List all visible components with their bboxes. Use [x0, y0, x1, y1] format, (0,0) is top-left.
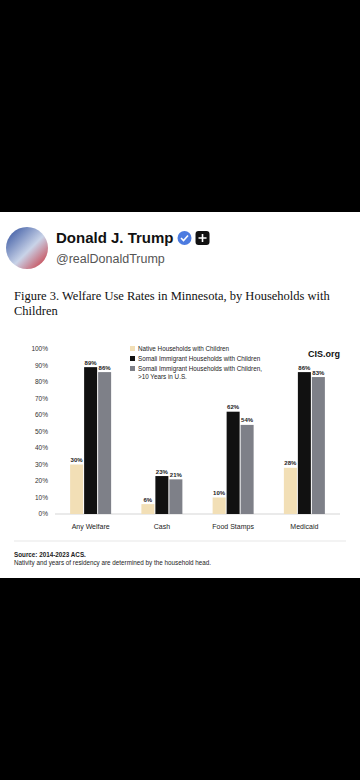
chart-title: Figure 3. Welfare Use Rates in Minnesota…: [14, 289, 330, 318]
background: [0, 0, 360, 780]
bar: [169, 479, 182, 514]
data-label: 23%: [156, 469, 169, 475]
data-label: 62%: [227, 404, 240, 410]
watermark: CIS.org: [308, 349, 340, 359]
text-line: Children: [14, 304, 58, 318]
y-tick: [52, 514, 55, 515]
verified-badge: [178, 231, 192, 245]
y-tick-label: 100%: [31, 345, 48, 352]
y-tick: [52, 448, 55, 449]
legend-label: Native Households with Children: [138, 345, 229, 352]
bar: [84, 367, 97, 514]
data-label: 83%: [312, 370, 325, 376]
avatar: [6, 227, 48, 269]
y-tick: [52, 349, 55, 350]
y-tick: [52, 415, 55, 416]
bar: [155, 476, 168, 514]
y-tick-label: 30%: [35, 461, 48, 468]
legend-swatch: [130, 346, 135, 351]
x-tick-label: Any Welfare: [72, 523, 110, 531]
y-tick-label: 90%: [35, 362, 48, 369]
data-label: 54%: [241, 417, 254, 423]
y-tick-label: 20%: [35, 477, 48, 484]
data-label: 28%: [284, 460, 297, 466]
divider: [14, 541, 346, 542]
bar: [298, 372, 311, 514]
legend-label: Somali Immigrant Households with Childre…: [138, 355, 261, 363]
legend-swatch: [130, 356, 135, 361]
y-tick: [52, 382, 55, 383]
legend-swatch: [130, 366, 135, 371]
y-tick-label: 0%: [39, 510, 49, 517]
legend-label: Somali Immigrant Households with Childre…: [138, 365, 262, 380]
data-labels: 30% 6% 10% 28% 89% 23% 62% 86% 86% 21% 54% 83%: [71, 360, 325, 503]
y-tick: [52, 481, 55, 482]
y-tick: [52, 365, 55, 366]
page: Donald J. Trump @realDonaldTrump Figure 3.…: [0, 0, 360, 780]
bars: [70, 367, 325, 514]
y-tick-label: 60%: [35, 411, 48, 418]
author-name: Donald J. Trump: [56, 229, 174, 246]
data-label: 86%: [99, 365, 112, 371]
baseline: [55, 514, 340, 515]
author-handle: @realDonaldTrump: [56, 252, 165, 266]
x-tick-label: Cash: [154, 523, 170, 530]
x-tick-label: Food Stamps: [212, 523, 254, 531]
text-line: >10 Years in U.S.: [138, 373, 187, 380]
bar: [213, 498, 226, 515]
plus-icon: [196, 231, 210, 245]
footnote: Source: 2014-2023 ACS.: [14, 551, 86, 558]
post-card: [0, 212, 360, 578]
text-line: Native Households with Children: [138, 345, 229, 352]
y-tick-label: 40%: [35, 444, 48, 451]
data-label: 10%: [213, 490, 226, 496]
y-tick: [52, 398, 55, 399]
y-tick: [52, 497, 55, 498]
text-line: Somali Immigrant Households with Childre…: [138, 365, 262, 373]
y-tick-label: 10%: [35, 494, 48, 501]
plus-sign: [199, 234, 207, 242]
text-line: Figure 3. Welfare Use Rates in Minnesota…: [14, 289, 330, 303]
x-tick-label: Medicaid: [290, 523, 318, 530]
footnote: Nativity and years of residency are dete…: [14, 559, 211, 567]
data-label: 6%: [144, 497, 153, 503]
bar: [70, 465, 83, 515]
data-label: 86%: [298, 365, 311, 371]
text-line: Somali Immigrant Households with Childre…: [138, 355, 261, 363]
y-tick-label: 80%: [35, 378, 48, 385]
bar: [284, 468, 297, 514]
bar: [312, 377, 325, 514]
data-label: 21%: [170, 472, 183, 478]
data-label: 89%: [85, 360, 98, 366]
bar: [227, 412, 240, 514]
bar: [241, 425, 254, 514]
y-tick: [52, 431, 55, 432]
data-label: 30%: [71, 457, 84, 463]
y-tick-label: 70%: [35, 395, 48, 402]
y-tick: [52, 464, 55, 465]
verified-check: [181, 236, 188, 241]
y-tick-label: 50%: [35, 428, 48, 435]
bar: [141, 504, 154, 514]
bar: [98, 372, 111, 514]
